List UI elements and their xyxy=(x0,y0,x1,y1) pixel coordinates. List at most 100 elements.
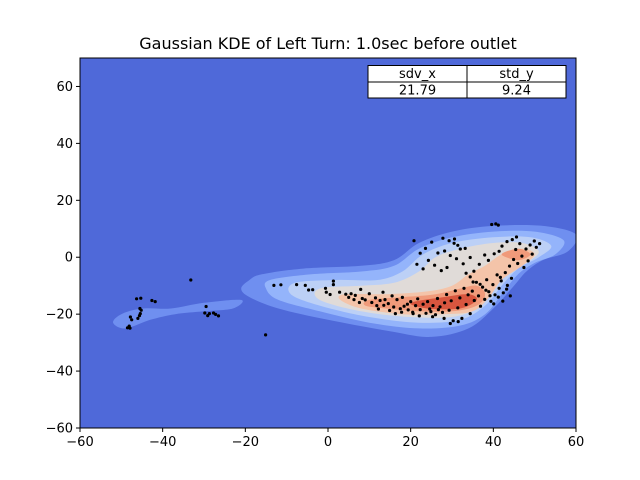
scatter-point xyxy=(488,294,492,298)
scatter-point xyxy=(415,262,419,266)
stats-table: sdv_x std_y 21.79 9.24 xyxy=(367,65,567,99)
scatter-point xyxy=(489,299,493,303)
scatter-point xyxy=(428,307,432,311)
scatter-point xyxy=(130,318,134,322)
x-tick-label: 40 xyxy=(485,435,502,450)
scatter-point xyxy=(216,314,221,318)
scatter-point xyxy=(440,310,445,314)
scatter-point xyxy=(496,295,500,299)
x-axis: −60 −40 −20 0 20 40 60 xyxy=(66,428,584,450)
scatter-point xyxy=(494,222,498,226)
scatter-point xyxy=(471,280,475,284)
scatter-point xyxy=(207,312,211,316)
scatter-point xyxy=(204,304,208,309)
scatter-point xyxy=(499,279,503,283)
scatter-point xyxy=(430,240,434,244)
table-value-std-y: 9.24 xyxy=(502,84,531,99)
scatter-point xyxy=(507,264,512,268)
scatter-point xyxy=(421,302,425,306)
scatter-point xyxy=(447,308,451,312)
scatter-point xyxy=(429,310,433,314)
scatter-point xyxy=(138,312,142,316)
scatter-point xyxy=(331,283,335,287)
scatter-point xyxy=(496,223,500,227)
scatter-point xyxy=(405,302,409,306)
scatter-point xyxy=(272,283,276,287)
scatter-point xyxy=(501,291,505,295)
scatter-point xyxy=(501,299,505,303)
scatter-point xyxy=(409,300,413,304)
kde-contour-level-1-0 xyxy=(113,299,243,329)
scatter-point xyxy=(307,288,311,292)
scatter-point xyxy=(323,286,328,290)
scatter-point xyxy=(411,312,415,316)
table-header-std-y: std_y xyxy=(499,67,534,82)
scatter-point xyxy=(436,251,440,255)
scatter-point xyxy=(510,238,514,242)
scatter-point xyxy=(460,316,464,320)
scatter-point xyxy=(295,283,299,287)
scatter-point xyxy=(485,278,489,282)
scatter-point xyxy=(431,304,435,308)
scatter-point xyxy=(136,316,140,320)
scatter-point xyxy=(418,308,422,312)
scatter-point xyxy=(472,298,476,303)
scatter-point xyxy=(443,249,447,253)
table-value-sdv-x: 21.79 xyxy=(399,84,436,99)
scatter-point xyxy=(522,265,526,270)
scatter-point xyxy=(466,293,470,297)
scatter-point xyxy=(412,239,416,243)
scatter-point xyxy=(352,298,356,302)
scatter-point xyxy=(532,239,536,243)
scatter-point xyxy=(376,307,380,311)
scatter-point xyxy=(505,240,509,244)
scatter-point xyxy=(393,312,397,316)
scatter-point xyxy=(478,304,483,308)
scatter-point xyxy=(303,283,307,287)
scatter-point xyxy=(456,320,460,324)
scatter-point xyxy=(416,297,420,301)
scatter-point xyxy=(458,247,462,251)
scatter-point xyxy=(468,312,472,316)
y-tick-label: 60 xyxy=(56,80,73,95)
scatter-point xyxy=(388,308,392,313)
scatter-point xyxy=(381,290,385,294)
y-tick-label: −40 xyxy=(46,365,73,380)
scatter-point xyxy=(279,283,283,287)
scatter-point xyxy=(461,262,465,266)
scatter-point xyxy=(324,290,328,294)
scatter-point xyxy=(486,258,490,262)
scatter-point xyxy=(483,297,487,301)
scatter-point xyxy=(439,269,443,273)
scatter-point xyxy=(359,287,363,291)
scatter-point xyxy=(449,299,453,303)
scatter-point xyxy=(497,286,501,290)
scatter-point xyxy=(524,247,528,251)
scatter-point xyxy=(514,247,518,252)
scatter-point xyxy=(433,263,437,267)
scatter-point xyxy=(442,316,446,320)
scatter-point xyxy=(414,304,418,308)
scatter-point xyxy=(138,306,142,311)
scatter-point xyxy=(395,298,399,302)
scatter-point xyxy=(445,292,449,297)
scatter-point xyxy=(472,269,476,273)
y-tick-label: −60 xyxy=(46,422,73,437)
y-axis: −60 −40 −20 0 20 40 60 xyxy=(46,80,80,437)
scatter-point xyxy=(128,326,132,330)
scatter-point xyxy=(514,235,519,239)
scatter-point xyxy=(153,300,157,304)
scatter-point xyxy=(135,297,139,301)
scatter-point xyxy=(418,251,422,255)
scatter-point xyxy=(509,276,514,280)
scatter-point xyxy=(478,282,482,286)
scatter-point xyxy=(484,288,488,292)
scatter-point xyxy=(382,303,386,307)
scatter-point xyxy=(367,292,371,296)
chart-title: Gaussian KDE of Left Turn: 1.0sec before… xyxy=(139,34,516,53)
scatter-point xyxy=(511,257,516,262)
x-tick-label: −20 xyxy=(232,435,259,450)
scatter-point xyxy=(441,236,445,240)
scatter-point xyxy=(363,298,367,302)
scatter-point xyxy=(347,295,351,299)
